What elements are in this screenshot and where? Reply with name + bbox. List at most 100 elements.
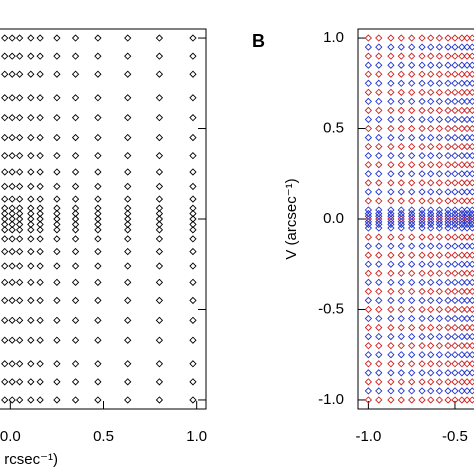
uv-point [458, 115, 466, 124]
uv-point [94, 114, 102, 122]
uv-point [463, 242, 471, 250]
uv-point [27, 168, 35, 176]
uv-point [71, 336, 80, 344]
uv-point [387, 287, 395, 296]
uv-point [1, 70, 9, 78]
uv-point [364, 387, 373, 395]
uv-point [463, 179, 471, 187]
uv-point [397, 242, 405, 250]
uv-point [435, 396, 444, 404]
uv-point [444, 188, 452, 196]
uv-point [53, 70, 61, 78]
uv-point [444, 387, 452, 395]
uv-point [458, 369, 466, 377]
uv-point [124, 396, 132, 404]
uv-point [364, 378, 373, 386]
uv-point [427, 369, 435, 377]
uv-point [397, 124, 405, 133]
uv-point [468, 378, 474, 386]
uv-point [397, 351, 405, 359]
uv-point [427, 278, 435, 286]
uv-point [27, 52, 35, 60]
uv-point [387, 360, 395, 368]
y-tick-label: 1.0 [323, 29, 344, 46]
uv-point [387, 233, 395, 241]
uv-point [463, 88, 471, 96]
uv-point [94, 226, 102, 234]
uv-point [418, 323, 426, 332]
uv-point [8, 378, 16, 386]
uv-point [375, 242, 383, 250]
uv-point [397, 79, 405, 87]
uv-point [418, 97, 426, 106]
uv-point [451, 61, 459, 69]
uv-point [458, 79, 466, 87]
uv-point [36, 114, 44, 122]
uv-point [387, 170, 395, 178]
uv-point [435, 314, 444, 323]
uv-point [36, 296, 44, 305]
uv-point [451, 142, 459, 151]
uv-point [468, 97, 474, 106]
uv-point [435, 88, 444, 96]
uv-point [427, 79, 435, 87]
uv-point [364, 70, 373, 78]
uv-point [463, 233, 471, 241]
uv-point [435, 269, 444, 277]
uv-point [189, 52, 197, 60]
uv-point [397, 133, 405, 142]
uv-point [451, 79, 459, 87]
uv-point [468, 34, 474, 42]
uv-point [468, 224, 474, 232]
uv-point [397, 251, 405, 259]
uv-point [418, 342, 426, 350]
uv-point [427, 142, 435, 151]
uv-point [387, 351, 395, 359]
uv-point [463, 61, 471, 69]
uv-point [387, 43, 395, 51]
uv-point [463, 97, 471, 106]
uv-point [463, 170, 471, 178]
uv-point [387, 260, 395, 268]
uv-point [427, 106, 435, 115]
uv-point [418, 152, 426, 160]
uv-point [189, 34, 197, 42]
uv-point [468, 233, 474, 241]
uv-point [468, 124, 474, 133]
uv-point [375, 278, 383, 286]
uv-point [408, 88, 416, 96]
uv-point [408, 43, 416, 51]
uv-point [364, 106, 373, 115]
uv-point [36, 182, 44, 191]
uv-point [418, 387, 426, 395]
uv-point [468, 351, 474, 359]
uv-point [71, 195, 80, 203]
uv-point [155, 278, 164, 286]
uv-point [387, 209, 395, 218]
uv-point [387, 106, 395, 115]
uv-point [418, 52, 426, 60]
uv-point [458, 305, 466, 314]
uv-point [418, 332, 426, 341]
uv-point [124, 70, 132, 78]
uv-point [463, 360, 471, 368]
uv-point [451, 269, 459, 277]
uv-point [27, 34, 35, 42]
uv-point [375, 179, 383, 187]
uv-point [397, 260, 405, 268]
uv-point [155, 360, 164, 368]
uv-point [408, 369, 416, 377]
uv-point [451, 52, 459, 60]
uv-point [444, 342, 452, 350]
uv-point [94, 247, 102, 256]
uv-point [397, 396, 405, 404]
uv-point [435, 52, 444, 60]
uv-point [387, 242, 395, 250]
uv-point [71, 34, 80, 42]
uv-point [444, 242, 452, 250]
uv-point [435, 296, 444, 305]
uv-point [364, 224, 373, 232]
uv-point [387, 34, 395, 42]
uv-point [364, 88, 373, 96]
